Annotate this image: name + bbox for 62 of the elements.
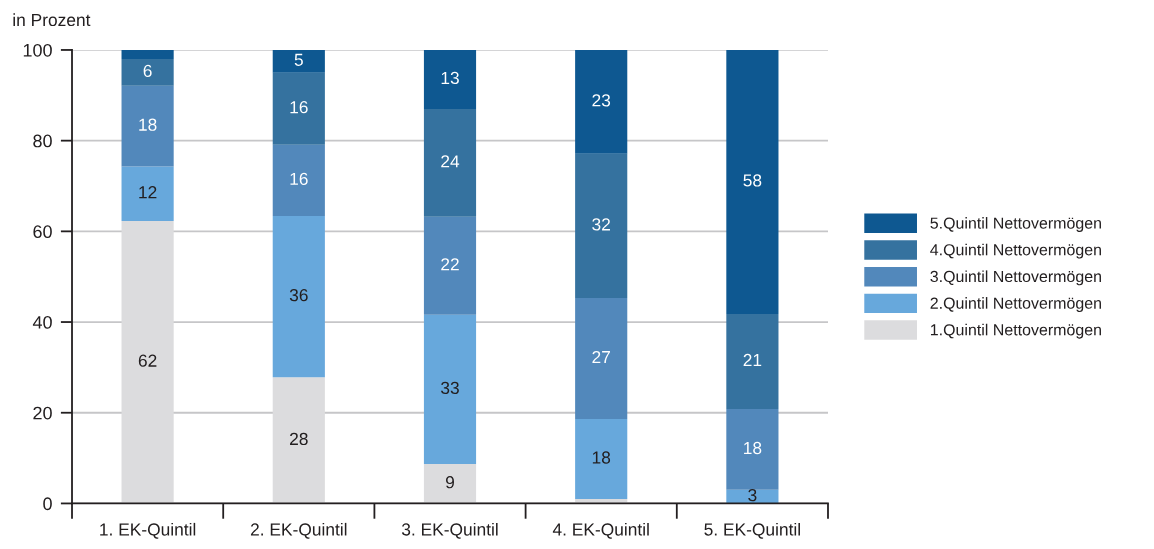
x-tick-label: 1. EK-Quintil xyxy=(100,522,196,539)
data-label: 18 xyxy=(744,441,762,455)
data-label: 5 xyxy=(294,53,303,66)
bar xyxy=(121,49,174,60)
data-label: 22 xyxy=(441,258,459,271)
data-label: 18 xyxy=(139,118,157,131)
y-tick-label: 100 xyxy=(23,43,52,57)
data-label: 6 xyxy=(143,64,152,78)
data-label: 58 xyxy=(743,174,762,187)
data-label: 16 xyxy=(290,172,308,185)
y-tick-label: 40 xyxy=(32,315,52,329)
y-tick-label: 0 xyxy=(43,497,52,511)
bar xyxy=(423,216,477,315)
data-label: 21 xyxy=(743,353,762,366)
bar xyxy=(423,108,477,217)
x-tick-label: 3. EK-Quintil xyxy=(401,522,498,539)
data-label: 13 xyxy=(441,71,459,85)
legend-label: 5.Quintil Nettovermögen xyxy=(930,217,1101,232)
y-tick-label: 80 xyxy=(33,134,52,148)
bar xyxy=(726,409,779,490)
data-label: 33 xyxy=(441,381,459,395)
data-label: 27 xyxy=(592,350,610,364)
data-label: 32 xyxy=(592,218,610,231)
x-tick-label: 5. EK-Quintil xyxy=(704,522,800,539)
data-label: 28 xyxy=(290,432,308,446)
data-label: 9 xyxy=(445,476,455,489)
bar xyxy=(272,72,325,145)
bar xyxy=(423,463,477,504)
x-tick-label: 4. EK-Quintil xyxy=(552,522,649,539)
bar xyxy=(121,85,174,167)
data-label: 12 xyxy=(139,186,157,199)
bar xyxy=(121,220,174,504)
bar xyxy=(272,144,325,216)
legend-label: 1.Quintil Nettovermögen xyxy=(930,323,1101,339)
y-tick-label: 20 xyxy=(33,406,52,420)
y-axis-title: in Prozent xyxy=(13,13,91,27)
legend-label: 3.Quintil Nettovermögen xyxy=(930,270,1101,286)
data-label: 3 xyxy=(748,489,757,502)
bar xyxy=(726,313,779,410)
data-label: 18 xyxy=(592,451,611,464)
legend-label: 4.Quintil Nettovermögen xyxy=(930,243,1101,259)
bar xyxy=(272,377,325,504)
data-label: 23 xyxy=(592,94,611,107)
bar xyxy=(575,49,628,154)
bar xyxy=(726,49,779,314)
data-label: 16 xyxy=(290,101,308,114)
y-tick-label: 60 xyxy=(33,225,52,239)
bar xyxy=(121,166,174,221)
bar xyxy=(121,59,174,86)
data-label: 36 xyxy=(289,289,308,302)
data-label: 62 xyxy=(138,354,157,367)
legend-label: 2.Quintil Nettovermögen xyxy=(930,297,1101,312)
data-label: 24 xyxy=(441,155,460,168)
bar xyxy=(423,49,477,109)
bar xyxy=(575,153,628,299)
bar xyxy=(423,314,477,464)
bar xyxy=(726,489,779,504)
x-tick-label: 2. EK-Quintil xyxy=(250,522,347,539)
bar xyxy=(575,419,628,499)
bar xyxy=(575,298,628,420)
bar xyxy=(272,49,325,73)
bar xyxy=(272,215,325,378)
